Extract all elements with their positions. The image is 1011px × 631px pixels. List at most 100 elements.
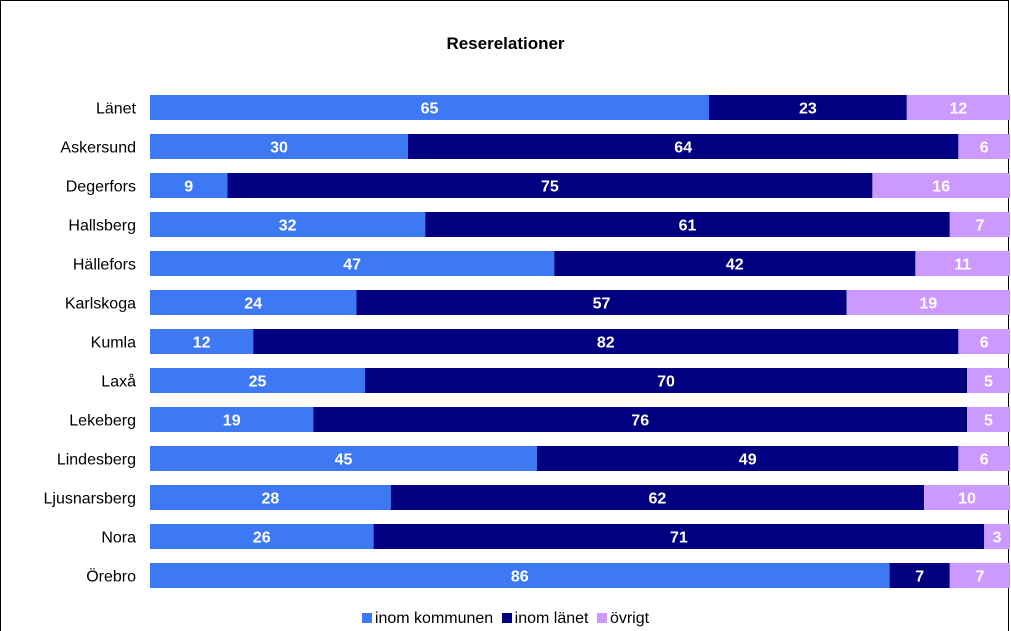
- data-label: 12: [193, 335, 211, 352]
- data-label: 24: [244, 296, 262, 313]
- data-label: 7: [975, 218, 984, 235]
- data-label: 6: [980, 335, 989, 352]
- category-label: Laxå: [101, 373, 136, 391]
- legend-swatch: [361, 613, 372, 623]
- bar-segment: [958, 329, 1010, 354]
- data-label: 19: [223, 413, 241, 430]
- bar-segment: [150, 446, 537, 471]
- bar-segment: [365, 368, 967, 393]
- legend-swatch: [501, 613, 512, 623]
- legend-item-ovrigt: övrigt: [596, 610, 650, 628]
- bar-segment: [906, 95, 1010, 120]
- bar-segment: [984, 524, 1010, 549]
- data-label: 45: [335, 452, 353, 469]
- legend-item-inom-kommunen: inom kommunen: [361, 610, 494, 628]
- bar-segment: [408, 134, 959, 159]
- category-label: Länet: [96, 101, 137, 118]
- data-label: 57: [593, 296, 611, 313]
- bar-segment: [150, 251, 555, 276]
- category-label: Karlskoga: [65, 296, 136, 313]
- data-label: 25: [249, 374, 267, 391]
- category-label: Degerfors: [66, 179, 136, 196]
- data-label: 7: [915, 569, 924, 586]
- bar-segment: [150, 134, 408, 159]
- bar-segment: [373, 524, 985, 549]
- bar-segment: [554, 251, 916, 276]
- bar-segment: [150, 524, 374, 549]
- category-label: Hallsberg: [68, 218, 136, 235]
- data-label: 23: [799, 101, 817, 118]
- data-label: 26: [253, 530, 271, 547]
- legend-label: inom länet: [514, 610, 589, 627]
- data-label: 65: [421, 101, 439, 118]
- category-label: Ljusnarsberg: [44, 491, 137, 508]
- bar-segment: [150, 485, 391, 510]
- data-label: 16: [932, 179, 950, 196]
- data-label: 86: [511, 569, 529, 586]
- chart-legend: inom kommunen inom länet övrigt: [0, 610, 1011, 628]
- bar-segment: [967, 407, 1010, 432]
- data-label: 82: [597, 335, 615, 352]
- legend-label: inom kommunen: [374, 610, 494, 627]
- legend-swatch: [596, 613, 607, 623]
- bar-segment: [958, 134, 1010, 159]
- bar-segment: [889, 563, 950, 588]
- data-label: 9: [184, 179, 193, 196]
- data-label: 42: [726, 257, 744, 274]
- bar-segment: [150, 212, 426, 237]
- bar-segment: [390, 485, 924, 510]
- category-label: Lindesberg: [57, 452, 136, 469]
- bar-segment: [949, 212, 1010, 237]
- bar-segment: [846, 290, 1010, 315]
- bar-segment: [537, 446, 959, 471]
- chart-title: Reserelationer: [446, 34, 565, 53]
- data-label: 76: [631, 413, 649, 430]
- data-label: 70: [657, 374, 675, 391]
- data-label: 7: [975, 569, 984, 586]
- data-label: 6: [980, 452, 989, 469]
- legend-item-inom-lanet: inom länet: [501, 610, 589, 628]
- bar-segment: [150, 563, 890, 588]
- bar-segment: [313, 407, 967, 432]
- data-label: 6: [980, 140, 989, 157]
- legend-label: övrigt: [609, 610, 650, 627]
- data-label: 19: [919, 296, 937, 313]
- data-label: 5: [984, 413, 993, 430]
- category-label: Lekeberg: [69, 413, 136, 430]
- bar-segment: [150, 407, 314, 432]
- data-label: 32: [279, 218, 297, 235]
- bar-segment: [150, 95, 709, 120]
- category-label: Hällefors: [73, 257, 136, 274]
- data-label: 3: [993, 530, 1002, 547]
- category-label: Kumla: [91, 335, 136, 352]
- data-label: 10: [958, 491, 976, 508]
- data-label: 75: [541, 179, 559, 196]
- category-label: Nora: [101, 530, 136, 547]
- bar-segment: [356, 290, 847, 315]
- bar-segment: [150, 173, 228, 198]
- bar-segment: [227, 173, 873, 198]
- bar-segment: [253, 329, 959, 354]
- data-label: 30: [270, 140, 288, 157]
- data-label: 61: [679, 218, 697, 235]
- data-label: 5: [984, 374, 993, 391]
- bar-segment: [915, 251, 1010, 276]
- bar-segment: [949, 563, 1010, 588]
- bar-segment: [150, 329, 254, 354]
- data-label: 12: [950, 101, 968, 118]
- data-label: 11: [954, 257, 971, 274]
- bar-segment: [967, 368, 1010, 393]
- data-label: 47: [343, 257, 361, 274]
- bar-segment: [425, 212, 950, 237]
- bar-segment: [150, 290, 357, 315]
- bar-segment: [709, 95, 907, 120]
- data-label: 71: [670, 530, 688, 547]
- bar-segment: [958, 446, 1010, 471]
- bar-segment: [872, 173, 1010, 198]
- data-label: 49: [739, 452, 757, 469]
- data-label: 64: [674, 140, 692, 157]
- data-label: 28: [262, 491, 280, 508]
- bar-segment: [924, 485, 1010, 510]
